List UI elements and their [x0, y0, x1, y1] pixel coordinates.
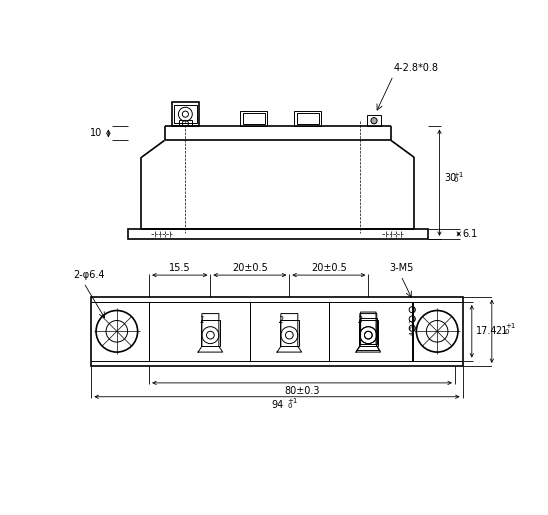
Text: +1: +1	[505, 323, 515, 329]
Text: 2: 2	[278, 316, 283, 325]
Text: 4 5 7: 4 5 7	[409, 319, 415, 335]
Bar	[243, 113, 265, 124]
Text: 21: 21	[496, 327, 508, 336]
Text: 0: 0	[412, 327, 415, 332]
Text: +1: +1	[453, 172, 464, 178]
Text: 4-2.8*0.8: 4-2.8*0.8	[394, 63, 439, 73]
Text: 94: 94	[271, 400, 283, 410]
Text: 30: 30	[444, 173, 456, 183]
Bar	[296, 113, 319, 124]
Bar	[280, 320, 299, 346]
Text: 0: 0	[288, 403, 292, 409]
Text: 10: 10	[90, 128, 102, 139]
Text: 3-M5: 3-M5	[390, 263, 414, 273]
Bar	[172, 102, 199, 127]
Text: 0: 0	[453, 177, 458, 183]
Bar	[359, 320, 378, 346]
Text: 80±0.3: 80±0.3	[284, 386, 320, 396]
Bar	[360, 318, 377, 345]
Text: 1: 1	[199, 316, 204, 325]
Bar	[174, 105, 197, 124]
Text: 0: 0	[412, 308, 415, 313]
Text: 20±0.5: 20±0.5	[232, 263, 268, 273]
Bar	[294, 111, 321, 127]
Bar	[201, 320, 220, 346]
Text: 17.4: 17.4	[476, 327, 497, 336]
Circle shape	[371, 117, 377, 124]
Text: 15.5: 15.5	[169, 263, 191, 273]
Bar	[367, 115, 381, 127]
Text: 2-φ6.4: 2-φ6.4	[74, 270, 105, 280]
Text: 6.1: 6.1	[463, 229, 478, 239]
Text: 0: 0	[412, 317, 415, 322]
Bar	[179, 121, 192, 127]
Bar	[241, 111, 267, 127]
Text: 20±0.5: 20±0.5	[311, 263, 347, 273]
Bar	[92, 297, 463, 366]
Bar	[128, 229, 428, 239]
Text: 3: 3	[357, 316, 362, 325]
Text: +1: +1	[288, 398, 298, 404]
Text: 0: 0	[505, 329, 510, 335]
